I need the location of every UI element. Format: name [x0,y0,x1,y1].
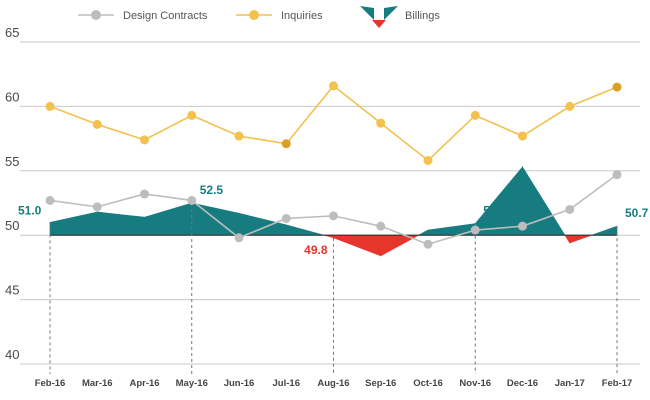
inquiries-point [470,110,480,120]
billings-value-label: 50.9 [483,204,507,218]
y-tick-label: 45 [5,283,19,298]
legend: Design Contracts Inquiries Billings [78,6,440,28]
inquiries-point [423,155,433,165]
design-contracts-point [92,202,102,212]
design-contracts-point [234,233,244,243]
inquiries-point [565,101,575,111]
billings-area-above [591,225,618,236]
billings-area-above [418,229,429,236]
design-contracts-point [45,195,55,205]
design-contracts-point [518,221,527,231]
x-tick-label: Feb-16 [35,378,66,389]
legend-label: Billings [405,10,440,22]
y-tick-label: 40 [5,347,19,362]
y-tick-label: 65 [5,25,19,40]
inquiries-point [281,139,291,149]
billings-area-above [522,165,566,236]
billings-area-above [49,211,98,236]
design-contracts-point [470,225,480,235]
y-tick-label: 55 [5,154,19,169]
inquiries-point [518,131,527,141]
x-tick-label: Nov-16 [459,378,491,389]
inquiries-point [92,119,102,129]
billings-area-above [427,223,476,236]
inquiries-point [45,101,55,111]
design-contracts-point [329,211,338,221]
legend-area-swatch-left [360,6,374,20]
x-tick-label: Mar-16 [82,378,113,389]
billings-area-below [333,234,382,257]
inquiries-point [187,110,197,120]
y-tick-label: 60 [5,89,19,104]
design-contracts-point [565,204,575,214]
billings-area-above [144,202,193,236]
legend-area-swatch-below [372,20,386,28]
x-tick-label: Oct-16 [413,378,443,389]
billings-value-label: 50.7 [625,206,649,220]
y-tick-label: 50 [5,218,19,233]
legend-dot-swatch [91,10,101,20]
billings-area-above [96,211,145,236]
billings-area-above [238,212,287,236]
billings-area-below [569,234,592,244]
design-contracts-point [612,170,622,180]
x-tick-label: Aug-16 [317,378,349,389]
legend-dot-swatch [249,10,259,20]
design-contracts-point [140,189,149,199]
legend-area-swatch-right [384,6,398,20]
billings-value-label: 51.0 [18,203,42,217]
x-tick-label: Apr-16 [129,378,159,389]
inquiries-line [49,84,618,162]
x-tick-label: Jul-16 [273,378,300,389]
inquiries-point [234,131,244,141]
inquiries-point [376,118,386,128]
legend-label: Inquiries [281,10,323,22]
design-contracts-point [187,195,197,205]
billings-area [49,165,618,257]
billings-value-label: 49.8 [304,243,328,257]
inquiries-point [329,81,338,91]
billings-area-below [564,234,571,244]
inquiries-point [140,135,149,145]
x-tick-label: Jan-17 [555,378,585,389]
design-contracts-point [376,221,386,231]
billings-area-above [285,224,325,236]
x-tick-label: May-16 [176,378,208,389]
inquiries-point [612,82,622,92]
design-contracts-point [281,213,291,223]
design-contracts-point [423,239,433,249]
x-tick-label: Feb-17 [602,378,633,389]
x-tick-label: Dec-16 [507,378,538,389]
legend-label: Design Contracts [123,10,208,22]
billings-area-above [474,166,523,236]
x-tick-label: Sep-16 [365,378,396,389]
x-tick-label: Jun-16 [224,378,255,389]
billings-value-label: 52.5 [200,183,224,197]
